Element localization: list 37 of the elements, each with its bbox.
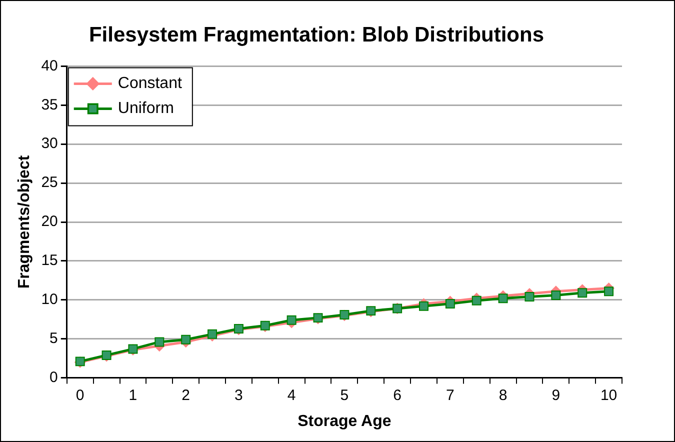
x-tick-label: 1 [128, 386, 138, 404]
point [419, 301, 428, 311]
y-tick-label: 20 [41, 213, 58, 230]
x-axis-title: Storage Age [298, 412, 392, 430]
legend-label: Uniform [118, 100, 174, 118]
x-tick-label: 7 [446, 386, 454, 404]
y-tick-label: 30 [41, 135, 58, 152]
point [286, 315, 296, 325]
x-tick-label: 8 [498, 386, 508, 404]
y-axis-title: Fragments/object [16, 154, 34, 289]
x-tick-label: 6 [393, 386, 402, 404]
point [604, 286, 614, 296]
y-tick-label: 10 [41, 291, 58, 308]
y-tick-label: 5 [50, 330, 58, 347]
chart-title: Filesystem Fragmentation: Blob Distributions [88, 23, 544, 46]
y-tick-label: 0 [50, 368, 58, 386]
point [154, 337, 164, 347]
y-tick-label: 40 [41, 57, 58, 74]
point [208, 329, 218, 339]
point [181, 334, 191, 344]
point [551, 290, 561, 300]
point [498, 294, 508, 304]
point [578, 288, 588, 298]
y-tick-label: 15 [41, 252, 58, 270]
point [524, 292, 534, 302]
y-tick-label: 25 [41, 174, 58, 192]
x-tick-label: 2 [182, 386, 190, 404]
point [472, 296, 482, 306]
x-tick-label: 3 [234, 386, 243, 404]
x-tick-label: 10 [600, 386, 618, 404]
x-tick-label: 4 [287, 386, 296, 404]
legend-label: Constant [118, 75, 182, 92]
y-tick-label: 35 [41, 96, 58, 114]
x-tick-label: 5 [340, 386, 349, 404]
x-tick-label: 9 [552, 386, 560, 404]
x-tick-label: 0 [76, 386, 84, 404]
point [445, 299, 455, 309]
